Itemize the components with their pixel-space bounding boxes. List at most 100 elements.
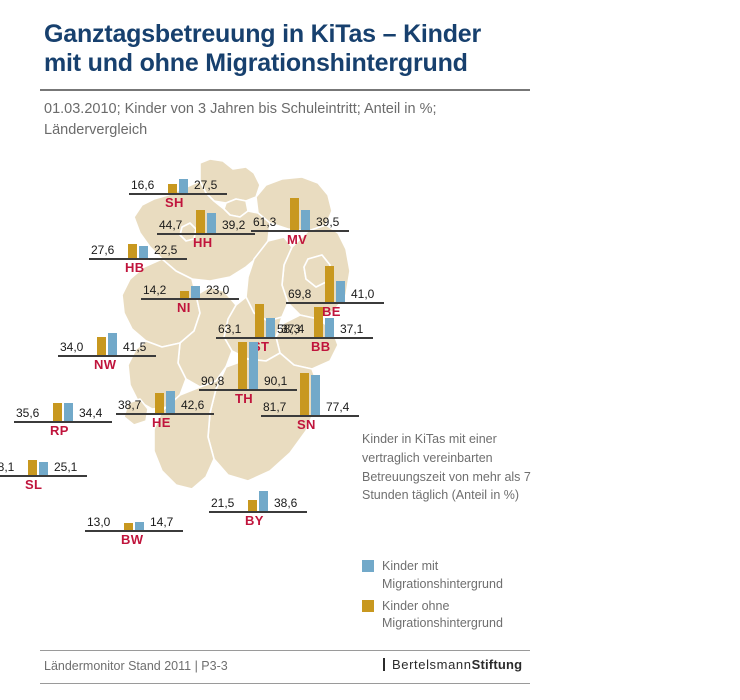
baseline-by [209,511,307,513]
state-shape-be [303,254,331,288]
value-mit-he: 42,6 [181,398,205,412]
state-label-bb: BB [311,339,331,354]
value-ohne-mv: 61,3 [253,215,277,229]
state-group-mv [290,178,310,230]
bar-ohne-bb [314,306,323,337]
state-label-by: BY [245,513,264,528]
value-ohne-sn: 81,7 [263,400,287,414]
bar-ohne-bw [124,523,133,530]
page-title: Ganztagsbetreuung in KiTas – Kinder mit … [44,20,482,78]
value-mit-bb: 37,1 [340,322,364,336]
baseline-ni [141,298,239,300]
legend-label-mit: Kinder mit Migrationshintergrund [382,559,503,591]
value-mit-nw: 41,5 [123,340,147,354]
state-label-sh: SH [165,195,184,210]
bar-mit-he [166,390,175,413]
header-divider [40,89,530,91]
value-ohne-by: 21,5 [211,496,235,510]
footer-brand: BertelsmannStiftung [383,657,522,672]
bar-mit-st [266,317,275,337]
state-shape-sl [123,398,149,426]
legend-description: Kinder in KiTas mit einer vertraglich ve… [362,432,531,503]
value-mit-st: 37,4 [281,322,305,336]
baseline-st [216,337,314,339]
baseline-hh [157,233,255,235]
state-label-th: TH [235,391,253,406]
baseline-rp [14,421,112,423]
baseline-sn [261,415,359,417]
bar-ohne-th [238,341,247,389]
bar-mit-hh [207,212,216,233]
baseline-bb [275,337,373,339]
legend-item-mit: Kinder mit Migrationshintergrund [362,558,547,594]
bars-he [155,361,175,413]
value-mit-hb: 22,5 [154,243,178,257]
bars-hh [196,181,216,233]
state-group-sn [300,363,320,415]
state-label-hh: HH [193,235,213,250]
state-group-bb [314,285,334,337]
state-label-ni: NI [177,300,191,315]
bar-ohne-rp [53,402,62,421]
state-group-ni [180,246,200,298]
bar-ohne-hb [128,243,137,258]
brand-name-bold: Stiftung [471,657,523,672]
state-group-rp [53,369,73,421]
state-label-be: BE [322,304,341,319]
footer-divider-bottom [40,683,530,684]
value-mit-sn: 77,4 [326,400,350,414]
bar-ohne-st [255,304,264,337]
bar-ohne-he [155,392,164,413]
bar-mit-sn [311,374,320,415]
bar-ohne-nw [97,337,106,355]
bars-bw [124,478,144,530]
bar-ohne-sh [168,184,177,193]
baseline-th [199,389,297,391]
value-ohne-th: 90,8 [201,374,225,388]
value-ohne-sh: 16,6 [131,178,155,192]
value-ohne-ni: 14,2 [143,283,167,297]
state-label-he: HE [152,415,171,430]
bars-rp [53,369,73,421]
value-mit-be: 41,0 [351,287,375,301]
value-mit-rp: 34,4 [79,406,103,420]
value-mit-by: 38,6 [274,496,298,510]
value-mit-mv: 39,5 [316,215,340,229]
state-label-bw: BW [121,532,144,547]
bars-sh [168,141,188,193]
bar-mit-nw [108,333,117,355]
baseline-be [286,302,384,304]
legend-label-ohne: Kinder ohne Migrationshintergrund [382,598,503,631]
bars-hb [128,206,148,258]
bar-ohne-mv [290,198,299,230]
value-ohne-nw: 34,0 [60,340,84,354]
bar-mit-by [259,490,268,511]
state-label-rp: RP [50,423,69,438]
brand-name-light: Bertelsmann [392,657,472,672]
bars-bb [314,285,334,337]
value-ohne-rp: 35,6 [16,406,40,420]
state-group-bw [124,478,144,530]
bar-mit-hb [139,246,148,258]
state-label-mv: MV [287,232,308,247]
baseline-bw [85,530,183,532]
value-mit-ni: 23,0 [206,283,230,297]
legend: Kinder mit Migrationshintergrund Kinder … [362,558,547,637]
value-ohne-st: 63,1 [218,322,242,336]
bar-mit-bw [135,522,144,530]
value-mit-th: 90,1 [264,374,288,388]
bars-sl [28,423,48,475]
bar-mit-th [249,342,258,389]
bar-mit-sl [39,461,48,475]
state-label-sn: SN [297,417,316,432]
value-ohne-sl: 28,1 [0,460,15,474]
value-mit-bw: 14,7 [150,515,174,529]
state-group-be [325,250,345,302]
value-ohne-bb: 58,3 [277,322,301,336]
state-group-hb [128,206,148,258]
state-group-th [238,337,258,389]
bars-ni [180,246,200,298]
bars-be [325,250,345,302]
state-group-he [155,361,175,413]
page-subtitle: 01.03.2010; Kinder von 3 Jahren bis Schu… [44,101,437,139]
